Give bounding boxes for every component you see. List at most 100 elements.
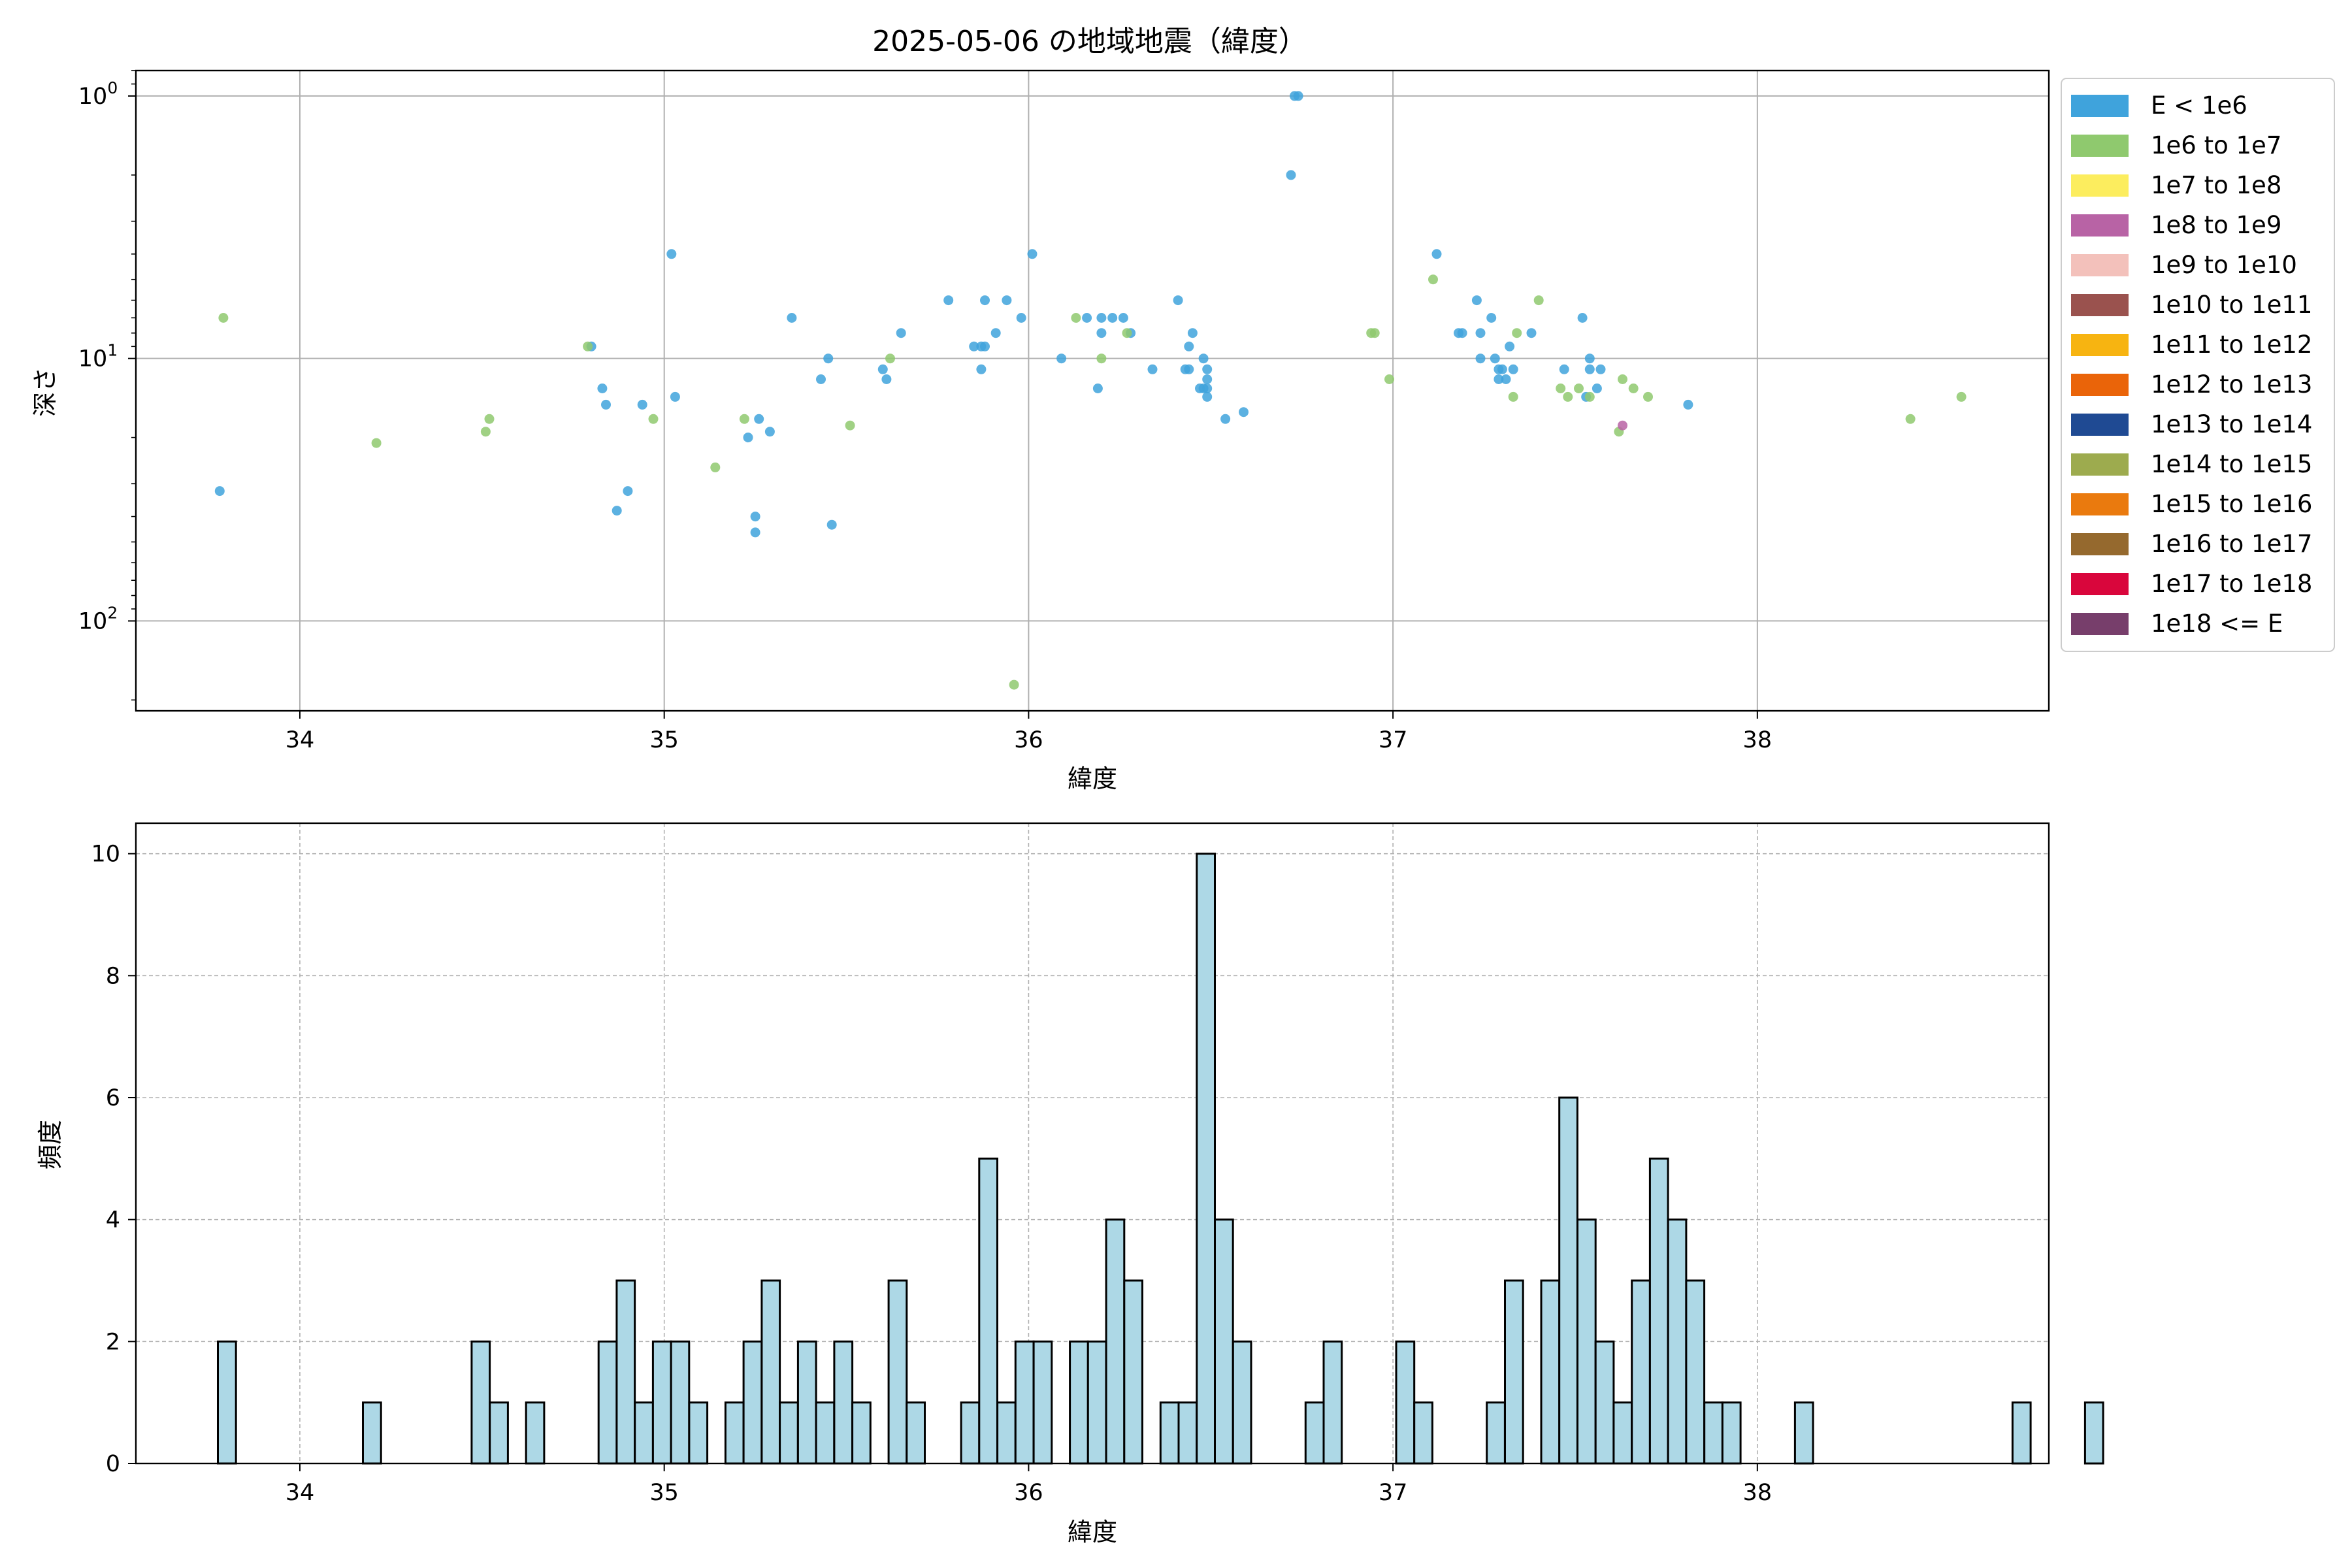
scatter-x-ticks: 34 35 36 37 38 xyxy=(286,711,1772,753)
scatter-point xyxy=(1592,384,1602,393)
legend-entry-label: E < 1e6 xyxy=(2151,91,2247,120)
scatter-x-axis-label: 緯度 xyxy=(1068,764,1117,793)
legend-entry-label: 1e12 to 1e13 xyxy=(2151,370,2312,399)
scatter-point xyxy=(710,462,721,472)
histogram-bar xyxy=(1648,1157,1669,1465)
scatter-y-tick-exponent: 0 xyxy=(107,78,118,97)
histogram-bar xyxy=(615,1279,636,1465)
scatter-y-tick-exponent: 2 xyxy=(107,603,118,622)
scatter-point xyxy=(1118,313,1128,323)
legend-swatch xyxy=(2071,174,2129,197)
histogram-bar xyxy=(1504,1279,1524,1465)
scatter-point xyxy=(1187,328,1198,338)
histogram-bar xyxy=(833,1340,854,1465)
scatter-point xyxy=(601,399,611,410)
histogram-x-tick-label: 36 xyxy=(1014,1480,1043,1506)
legend-entry-label: 1e10 to 1e11 xyxy=(2151,291,2312,319)
scatter-point xyxy=(1286,170,1296,180)
histogram-bar xyxy=(1486,1401,1506,1465)
legend-entry-label: 1e16 to 1e17 xyxy=(2151,530,2312,558)
scatter-point xyxy=(1184,341,1194,351)
legend-entry-label: 1e9 to 1e10 xyxy=(2151,251,2297,279)
scatter-point xyxy=(877,364,888,374)
scatter-point xyxy=(484,414,495,424)
histogram-bar xyxy=(670,1340,691,1465)
scatter-point xyxy=(218,313,229,323)
histogram-bar xyxy=(796,1340,817,1465)
scatter-point xyxy=(623,486,633,497)
scatter-point xyxy=(1475,353,1486,364)
scatter-point xyxy=(1490,353,1500,364)
scatter-point xyxy=(1202,384,1213,393)
histogram-bar xyxy=(724,1401,745,1465)
legend-swatch xyxy=(2071,214,2129,237)
scatter-point xyxy=(1369,328,1380,338)
scatter-point xyxy=(1122,328,1132,338)
histogram-bar xyxy=(1032,1340,1053,1465)
scatter-point xyxy=(1202,374,1213,384)
histogram-bar xyxy=(470,1340,491,1465)
histogram-bar xyxy=(906,1401,926,1465)
scatter-point xyxy=(1198,353,1209,364)
scatter-point xyxy=(826,519,837,530)
legend-swatch xyxy=(2071,453,2129,476)
scatter-y-tick-exponent: 1 xyxy=(107,341,118,360)
scatter-y-tick-base: 10 xyxy=(78,84,108,110)
histogram-bar xyxy=(362,1401,382,1465)
histogram-x-axis-label: 緯度 xyxy=(1068,1518,1117,1546)
scatter-point xyxy=(1471,295,1482,306)
scatter-point xyxy=(1173,295,1183,306)
scatter-point xyxy=(597,384,608,393)
scatter-point xyxy=(750,527,760,538)
scatter-grid xyxy=(136,71,2049,711)
histogram-bar xyxy=(887,1279,908,1465)
histogram-y-tick-label: 8 xyxy=(106,963,120,989)
scatter-point xyxy=(969,341,979,351)
histogram-bars xyxy=(217,853,2104,1465)
histogram-bar xyxy=(996,1401,1017,1465)
histogram-bar xyxy=(688,1401,709,1465)
histogram-bar xyxy=(634,1401,654,1465)
scatter-point xyxy=(1202,391,1213,402)
scatter-point xyxy=(1009,679,1019,690)
histogram-x-tick-label: 34 xyxy=(286,1480,315,1506)
scatter-point xyxy=(1556,384,1566,393)
scatter-point xyxy=(1239,407,1249,417)
histogram-bar xyxy=(1214,1218,1234,1465)
histogram-y-tick-label: 10 xyxy=(91,841,120,868)
histogram-bar xyxy=(1594,1340,1615,1465)
histogram-axes-frame xyxy=(135,822,2050,1465)
scatter-point xyxy=(1643,391,1653,402)
scatter-point xyxy=(943,295,954,306)
scatter-point xyxy=(896,328,906,338)
scatter-point xyxy=(1559,364,1569,374)
scatter-point xyxy=(1508,364,1518,374)
histogram-bar xyxy=(1105,1218,1126,1465)
scatter-point xyxy=(1512,328,1522,338)
scatter-point xyxy=(816,374,826,384)
scatter-x-tick-label: 37 xyxy=(1379,727,1408,753)
histogram-y-axis-label: 頻度 xyxy=(36,1120,65,1169)
scatter-point xyxy=(214,486,225,497)
histogram-y-ticks: 0 2 4 6 8 10 xyxy=(91,841,136,1477)
histogram-bar xyxy=(1014,1340,1035,1465)
scatter-axes-frame xyxy=(135,69,2050,712)
scatter-point xyxy=(1092,384,1103,393)
scatter-point xyxy=(1384,374,1394,384)
scatter-point xyxy=(1584,391,1595,402)
scatter-point xyxy=(980,295,990,306)
histogram-bar xyxy=(525,1401,546,1465)
scatter-point xyxy=(1574,384,1584,393)
scatter-point xyxy=(1431,249,1442,259)
scatter-point xyxy=(1428,274,1438,285)
histogram-bar xyxy=(217,1340,237,1465)
scatter-point xyxy=(823,353,834,364)
scatter-y-tick-label: 101 xyxy=(78,341,118,372)
scatter-point xyxy=(1563,391,1573,402)
scatter-point xyxy=(1533,295,1544,306)
scatter-point xyxy=(1628,384,1639,393)
scatter-point xyxy=(1618,420,1627,431)
scatter-point xyxy=(670,391,680,402)
scatter-point xyxy=(1526,328,1537,338)
legend-entry-label: 1e11 to 1e12 xyxy=(2151,331,2312,359)
